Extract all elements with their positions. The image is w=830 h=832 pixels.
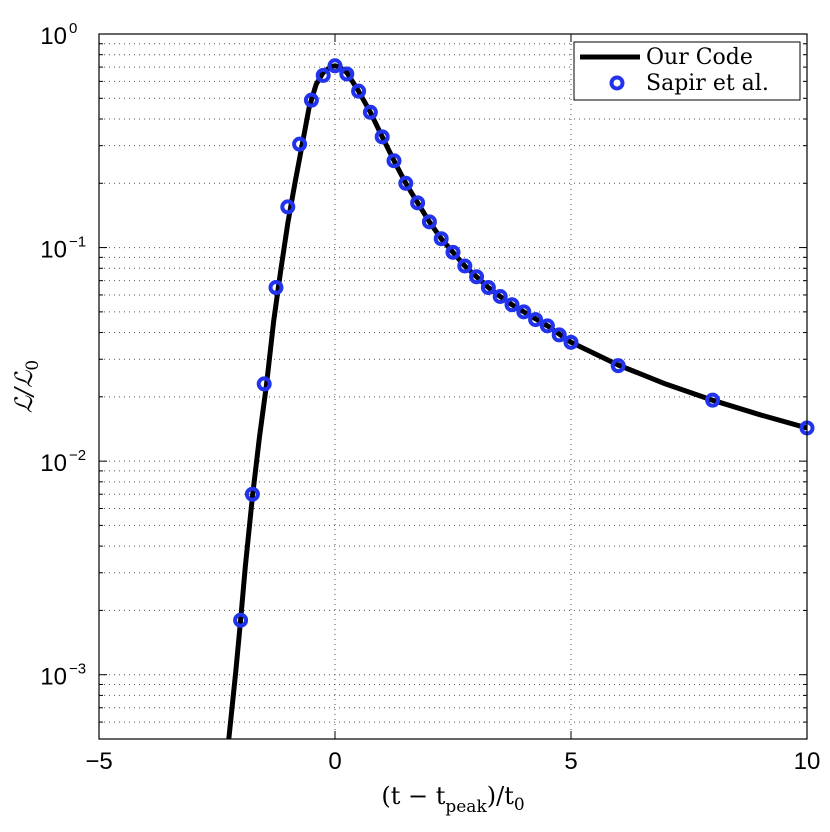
plot-frame bbox=[98, 33, 808, 740]
series-sapir-point bbox=[480, 280, 496, 296]
x-tick-label: 0 bbox=[328, 748, 341, 775]
series-sapir-point bbox=[469, 269, 485, 285]
series-sapir-point bbox=[504, 297, 520, 313]
series-sapir-point bbox=[433, 231, 449, 247]
series-sapir-point bbox=[351, 83, 367, 99]
series-sapir-point bbox=[445, 244, 461, 260]
series-sapir-point bbox=[551, 327, 567, 343]
series-sapir-point bbox=[705, 392, 721, 408]
x-axis-label: (t − tpeak)/t0 bbox=[381, 782, 524, 817]
series-sapir-point bbox=[492, 289, 508, 305]
series-sapir-point bbox=[256, 376, 272, 392]
y-tick-exponent: 0 bbox=[69, 20, 77, 37]
series-sapir-point bbox=[362, 104, 378, 120]
series-sapir-point bbox=[410, 195, 426, 211]
series-sapir-point bbox=[292, 136, 308, 152]
series-sapir-point bbox=[327, 58, 343, 74]
series-sapir-point bbox=[244, 486, 260, 502]
y-tick-label: 10 bbox=[40, 450, 67, 477]
series-sapir-point bbox=[457, 258, 473, 274]
series-sapir-point bbox=[268, 280, 284, 296]
x-tick-label: 10 bbox=[794, 748, 821, 775]
y-tick-label: 10 bbox=[40, 237, 67, 264]
legend-marker-sample bbox=[609, 75, 625, 91]
series-sapir-point bbox=[563, 334, 579, 350]
y-tick-label: 10 bbox=[40, 664, 67, 691]
legend-label-our-code: Our Code bbox=[646, 45, 753, 70]
legend-label-sapir: Sapir et al. bbox=[646, 71, 769, 96]
series-sapir-point bbox=[303, 92, 319, 108]
x-tick-label: −5 bbox=[85, 748, 112, 775]
y-tick-label: 10 bbox=[40, 23, 67, 50]
series-sapir-point bbox=[421, 214, 437, 230]
series-sapir-point bbox=[539, 318, 555, 334]
legend: Our Code Sapir et al. bbox=[573, 41, 801, 101]
series-sapir-point bbox=[315, 67, 331, 83]
series-sapir-point bbox=[516, 304, 532, 320]
series-sapir-point bbox=[233, 612, 249, 628]
y-axis-label: ℒ/ℒ0 bbox=[10, 360, 43, 413]
legend-box bbox=[573, 41, 801, 101]
series-layer bbox=[226, 58, 815, 739]
series-sapir-point bbox=[610, 358, 626, 374]
series-sapir-point bbox=[386, 153, 402, 169]
series-sapir-point bbox=[398, 175, 414, 191]
series-sapir-point bbox=[528, 312, 544, 328]
y-tick-exponent: −1 bbox=[69, 234, 86, 251]
series-sapir-point bbox=[339, 66, 355, 82]
y-tick-exponent: −3 bbox=[69, 661, 86, 678]
series-sapir-point bbox=[280, 199, 296, 215]
series-sapir-point bbox=[374, 129, 390, 145]
x-tick-label: 5 bbox=[564, 748, 577, 775]
y-tick-exponent: −2 bbox=[69, 447, 86, 464]
